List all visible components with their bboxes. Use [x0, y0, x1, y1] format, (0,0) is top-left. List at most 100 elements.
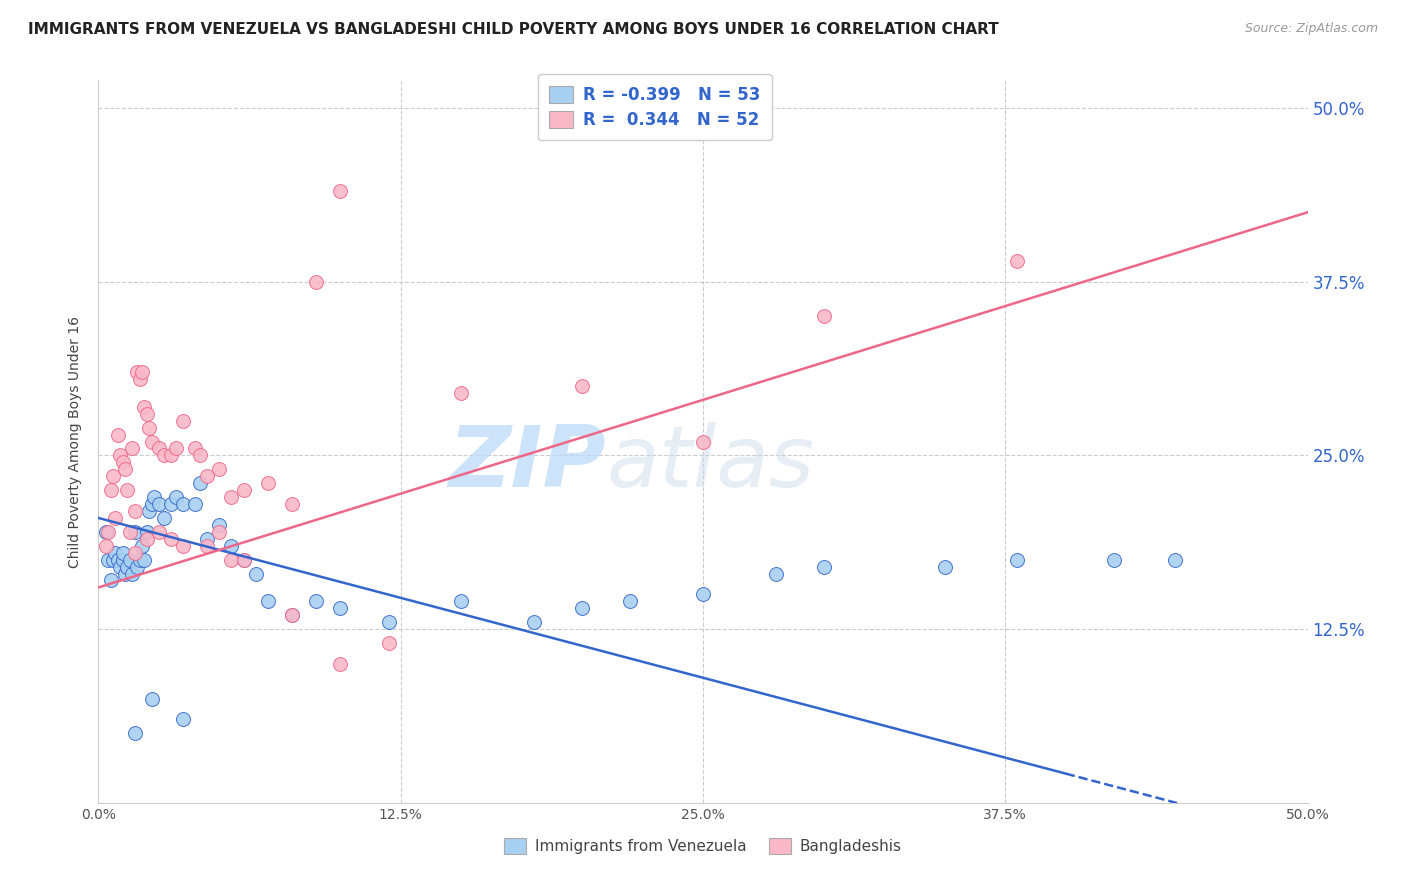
- Point: [148, 497, 170, 511]
- Point: [245, 566, 267, 581]
- Point: [813, 310, 835, 324]
- Point: [124, 546, 146, 560]
- Point: [329, 657, 352, 671]
- Point: [111, 455, 134, 469]
- Point: [692, 434, 714, 449]
- Point: [813, 559, 835, 574]
- Point: [118, 552, 141, 566]
- Point: [934, 559, 956, 574]
- Point: [450, 385, 472, 400]
- Point: [97, 524, 120, 539]
- Point: [172, 713, 194, 727]
- Point: [305, 275, 328, 289]
- Point: [329, 185, 352, 199]
- Point: [184, 442, 207, 456]
- Point: [138, 420, 160, 434]
- Point: [1007, 552, 1029, 566]
- Point: [141, 497, 163, 511]
- Text: Source: ZipAtlas.com: Source: ZipAtlas.com: [1244, 22, 1378, 36]
- Point: [571, 379, 593, 393]
- Point: [111, 546, 134, 560]
- Point: [172, 539, 194, 553]
- Point: [121, 442, 143, 456]
- Point: [134, 400, 156, 414]
- Point: [141, 691, 163, 706]
- Point: [188, 449, 211, 463]
- Point: [165, 442, 187, 456]
- Text: IMMIGRANTS FROM VENEZUELA VS BANGLADESHI CHILD POVERTY AMONG BOYS UNDER 16 CORRE: IMMIGRANTS FROM VENEZUELA VS BANGLADESHI…: [28, 22, 998, 37]
- Point: [101, 469, 124, 483]
- Point: [523, 615, 546, 630]
- Point: [128, 372, 150, 386]
- Point: [172, 497, 194, 511]
- Point: [124, 726, 146, 740]
- Point: [221, 552, 243, 566]
- Point: [160, 449, 183, 463]
- Point: [221, 490, 243, 504]
- Point: [117, 559, 139, 574]
- Point: [195, 532, 218, 546]
- Point: [1102, 552, 1125, 566]
- Point: [281, 497, 304, 511]
- Point: [232, 552, 254, 566]
- Point: [232, 552, 254, 566]
- Point: [111, 552, 134, 566]
- Point: [281, 608, 304, 623]
- Point: [221, 539, 243, 553]
- Point: [118, 524, 141, 539]
- Point: [208, 524, 231, 539]
- Point: [108, 449, 131, 463]
- Point: [152, 511, 174, 525]
- Point: [619, 594, 641, 608]
- Point: [148, 442, 170, 456]
- Point: [131, 539, 153, 553]
- Point: [97, 552, 120, 566]
- Point: [94, 524, 117, 539]
- Point: [141, 434, 163, 449]
- Legend: Immigrants from Venezuela, Bangladeshis: Immigrants from Venezuela, Bangladeshis: [498, 832, 908, 860]
- Point: [152, 449, 174, 463]
- Point: [114, 462, 136, 476]
- Point: [232, 483, 254, 498]
- Point: [450, 594, 472, 608]
- Point: [138, 504, 160, 518]
- Point: [114, 566, 136, 581]
- Text: ZIP: ZIP: [449, 422, 606, 505]
- Point: [256, 476, 278, 491]
- Text: atlas: atlas: [606, 422, 814, 505]
- Point: [101, 552, 124, 566]
- Point: [104, 511, 127, 525]
- Point: [571, 601, 593, 615]
- Point: [135, 524, 157, 539]
- Point: [104, 546, 127, 560]
- Point: [172, 414, 194, 428]
- Point: [131, 365, 153, 379]
- Point: [134, 552, 156, 566]
- Point: [195, 539, 218, 553]
- Point: [377, 615, 399, 630]
- Point: [1163, 552, 1185, 566]
- Y-axis label: Child Poverty Among Boys Under 16: Child Poverty Among Boys Under 16: [69, 316, 83, 567]
- Point: [121, 566, 143, 581]
- Point: [117, 483, 139, 498]
- Point: [1007, 253, 1029, 268]
- Point: [94, 539, 117, 553]
- Point: [100, 483, 122, 498]
- Point: [107, 552, 129, 566]
- Point: [329, 601, 352, 615]
- Point: [135, 407, 157, 421]
- Point: [127, 365, 149, 379]
- Point: [765, 566, 787, 581]
- Point: [256, 594, 278, 608]
- Point: [281, 608, 304, 623]
- Point: [128, 552, 150, 566]
- Point: [188, 476, 211, 491]
- Point: [107, 427, 129, 442]
- Point: [692, 587, 714, 601]
- Point: [127, 559, 149, 574]
- Point: [195, 469, 218, 483]
- Point: [377, 636, 399, 650]
- Point: [208, 517, 231, 532]
- Point: [135, 532, 157, 546]
- Point: [148, 524, 170, 539]
